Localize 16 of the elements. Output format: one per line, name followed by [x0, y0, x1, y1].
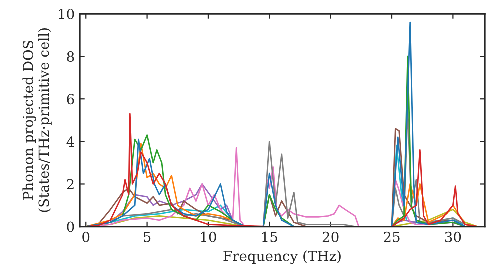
x-tick-label: 15: [262, 232, 278, 242]
y-tick-label: 4: [66, 136, 74, 147]
y-tick-label: 0: [67, 222, 74, 232]
line-series: [85, 22, 466, 227]
x-tick-label: 25: [384, 232, 400, 242]
x-tick-label: 20: [322, 232, 339, 242]
y-tick-label: 8: [67, 52, 74, 62]
y-tick-label: 10: [59, 8, 74, 20]
y-axis-title: Phonon projected DOS (States/THz·primitive cell): [22, 28, 52, 212]
y-tick-label: 6: [67, 94, 74, 105]
y-tick-label: 2: [67, 179, 74, 190]
x-tick-label: 0: [82, 232, 90, 242]
x-tick-label: 30: [445, 232, 462, 242]
x-tick-label: 5: [144, 232, 151, 242]
x-tick-label: 10: [201, 232, 216, 242]
x-axis-title: Frequency (THz): [224, 250, 341, 264]
